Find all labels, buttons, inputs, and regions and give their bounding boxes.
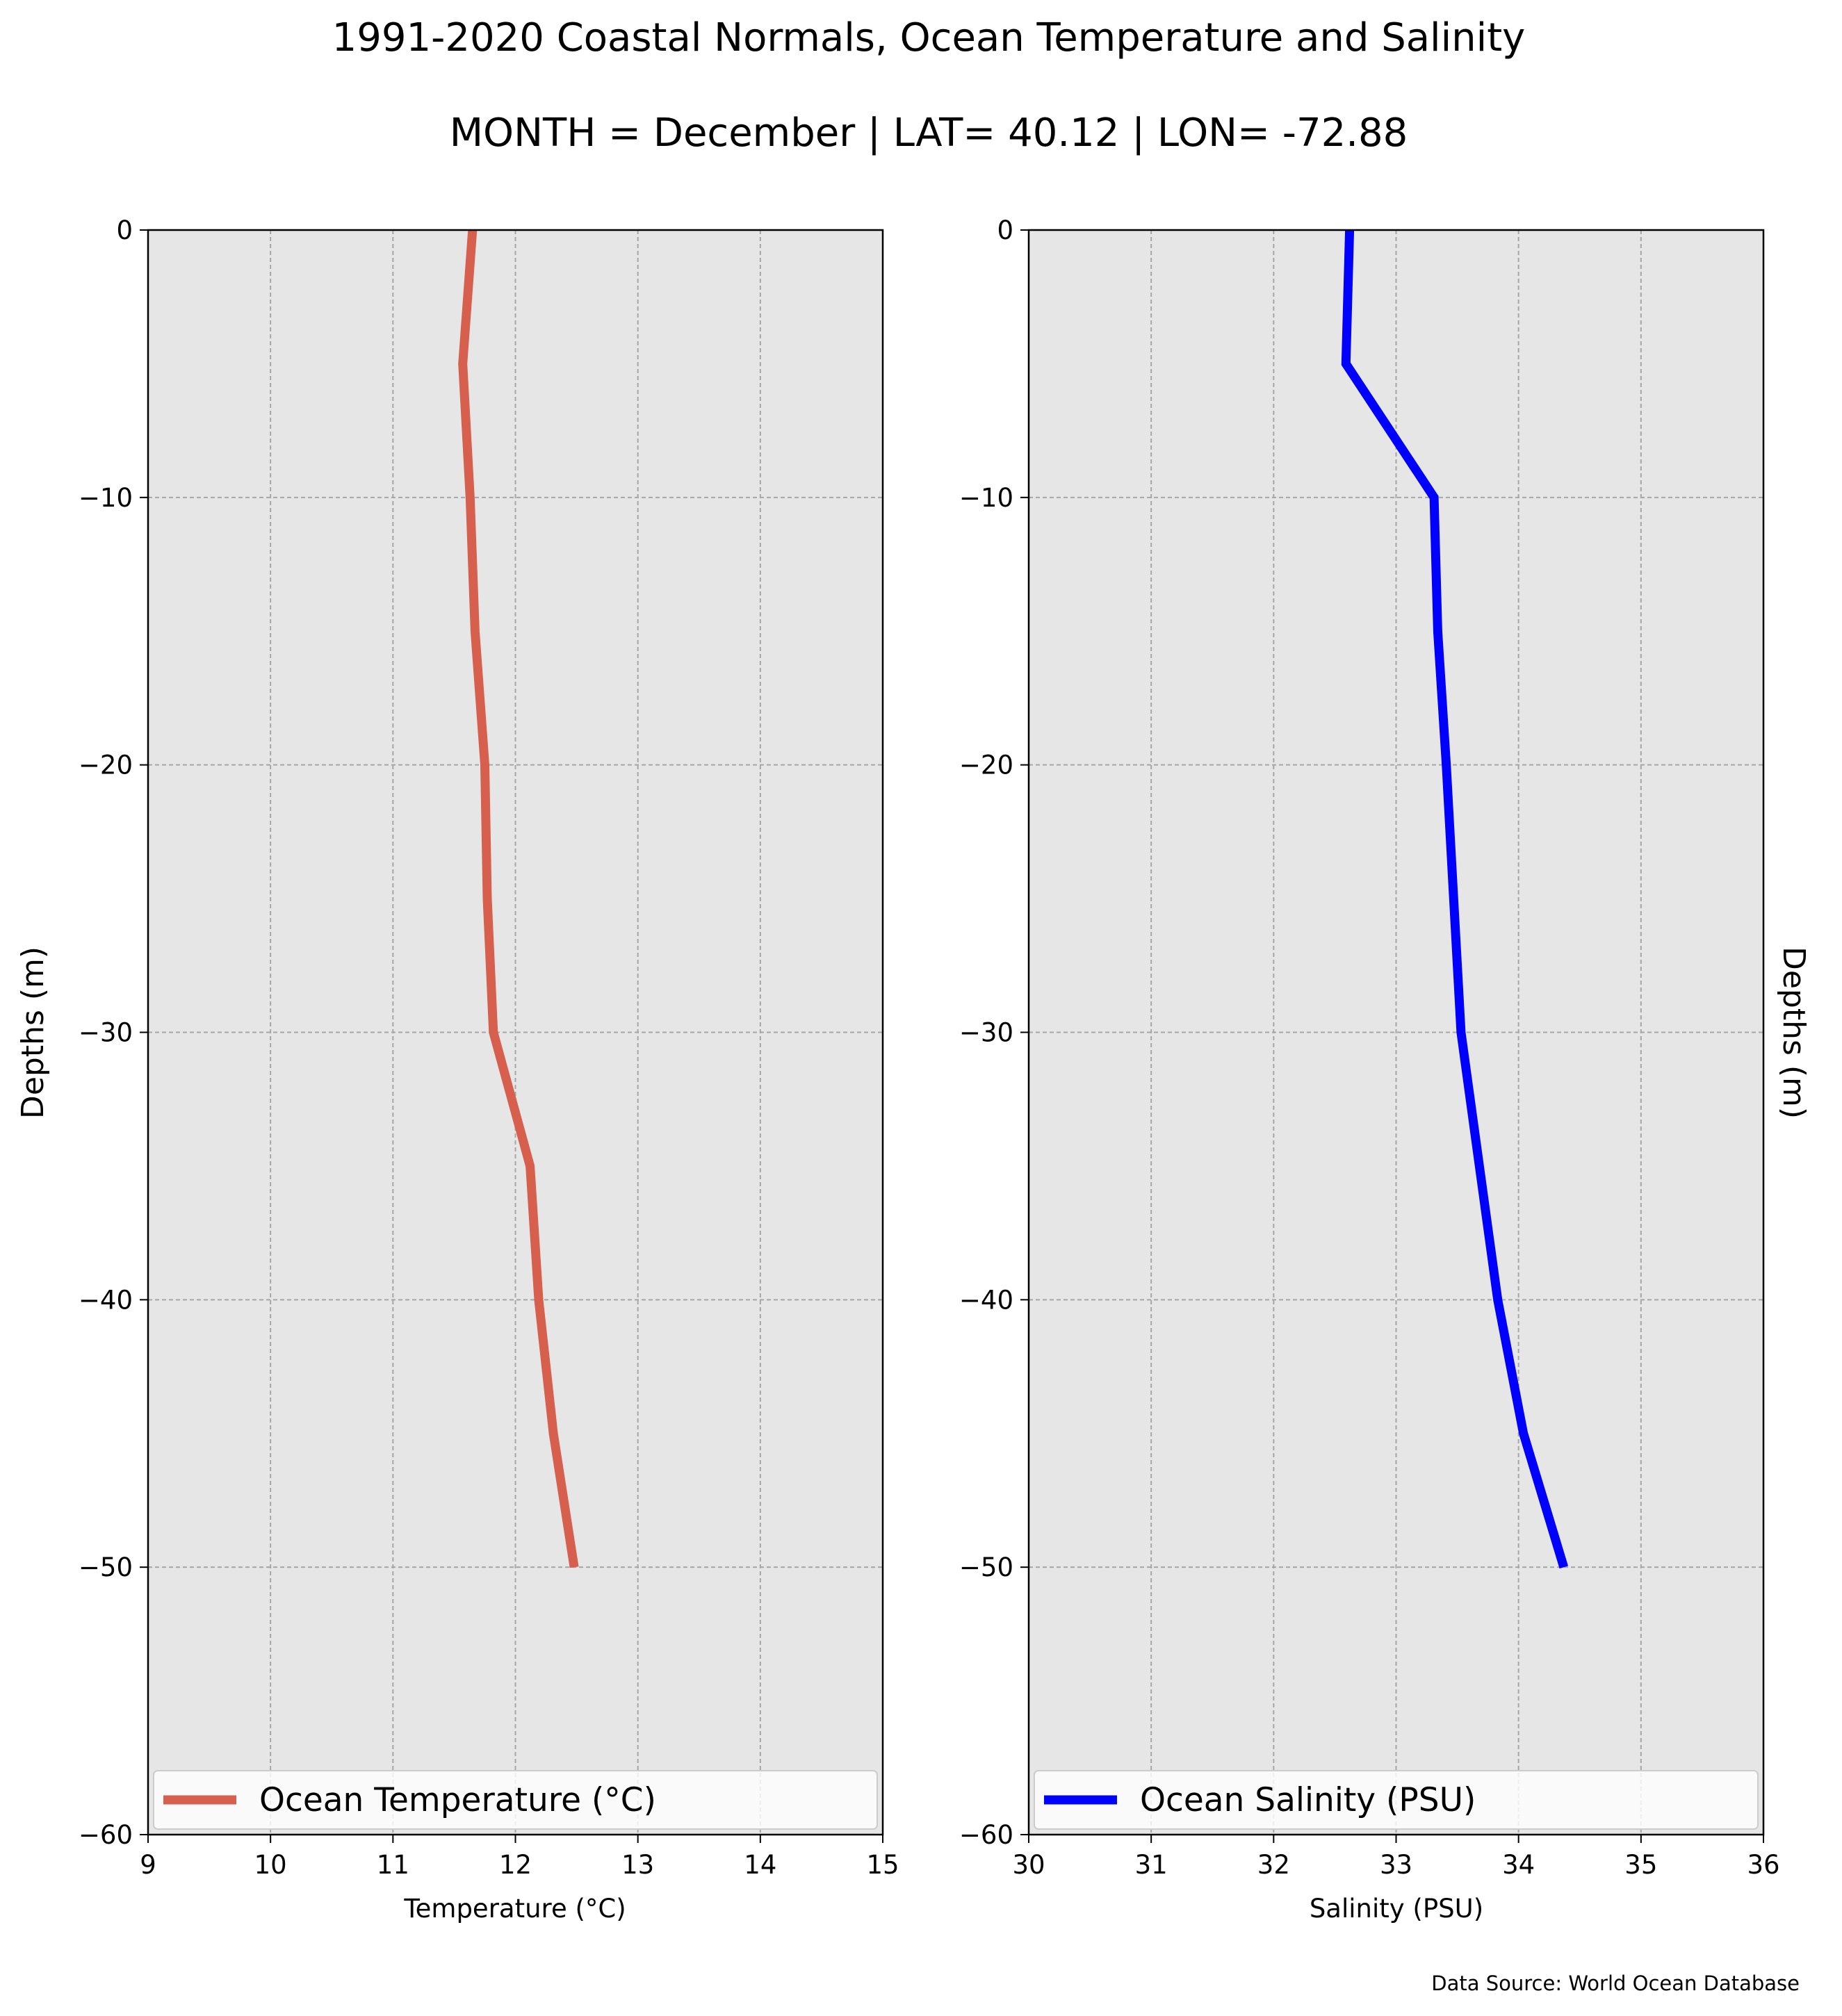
temperature-y-tick-label: −30: [79, 1018, 133, 1048]
salinity-y-tick-label: 0: [997, 215, 1013, 245]
salinity-legend: Ocean Salinity (PSU): [1034, 1770, 1759, 1830]
salinity-y-tick-label: −40: [959, 1285, 1013, 1315]
temperature-y-tick-label: −50: [79, 1552, 133, 1582]
right-y-axis-label: Depths (m): [1776, 946, 1811, 1119]
temperature-y-tick-label: −10: [79, 483, 133, 513]
temperature-x-tick-label: 15: [866, 1850, 899, 1880]
temperature-y-tick-label: −20: [79, 751, 133, 780]
salinity-y-tick-label: −20: [959, 751, 1013, 780]
temperature-legend: Ocean Temperature (°C): [153, 1770, 878, 1830]
salinity-series-line: [1341, 229, 1569, 1569]
salinity-y-tick-label: −60: [959, 1820, 1013, 1850]
salinity-x-tick-label: 34: [1502, 1850, 1535, 1880]
salinity-x-tick-label: 31: [1135, 1850, 1168, 1880]
temperature-y-tick-label: 0: [116, 215, 133, 245]
temperature-y-tick-label: −40: [79, 1285, 133, 1315]
temperature-x-tick-label: 14: [744, 1850, 776, 1880]
salinity-y-tick-label: −10: [959, 483, 1013, 513]
temperature-x-tick-label: 10: [254, 1850, 287, 1880]
data-source-note: Data Source: World Ocean Database: [1431, 1972, 1800, 1995]
salinity-panel: 30 31 32 33 34 35 36 0 −10 −20 −30 −40 −50 −60 Ocean S…: [959, 215, 1780, 1880]
temperature-x-tick-label: 13: [621, 1850, 654, 1880]
temperature-x-tick-label: 9: [140, 1850, 156, 1880]
chart-title: 1991-2020 Coastal Normals, Ocean Tempera…: [332, 15, 1526, 60]
temperature-legend-box: [153, 1770, 878, 1830]
salinity-x-axis-label: Salinity (PSU): [1310, 1894, 1483, 1924]
salinity-legend-box: [1034, 1770, 1759, 1830]
salinity-x-tick-label: 30: [1012, 1850, 1045, 1880]
temperature-legend-label: Ocean Temperature (°C): [259, 1781, 656, 1819]
temperature-series-line: [458, 229, 579, 1568]
temperature-y-tick-label: −60: [79, 1820, 133, 1850]
salinity-x-tick-label: 32: [1257, 1850, 1290, 1880]
left-y-axis-label: Depths (m): [15, 946, 51, 1119]
salinity-axes-frame: [1027, 229, 1765, 1836]
temperature-x-tick-label: 12: [499, 1850, 532, 1880]
temperature-x-axis-label: Temperature (°C): [403, 1894, 626, 1924]
temperature-axes-frame: [147, 229, 884, 1836]
salinity-y-tick-label: −30: [959, 1018, 1013, 1048]
salinity-x-tick-label: 36: [1747, 1850, 1779, 1880]
salinity-x-tick-label: 35: [1624, 1850, 1657, 1880]
temperature-panel: 9 10 11 12 13 14 15 0 −10 −20 −30 −40 −50 −60 Ocean Te…: [79, 215, 899, 1880]
temperature-x-tick-label: 11: [377, 1850, 409, 1880]
salinity-x-tick-label: 33: [1380, 1850, 1412, 1880]
salinity-y-tick-label: −50: [959, 1552, 1013, 1582]
salinity-legend-label: Ocean Salinity (PSU): [1140, 1781, 1476, 1819]
chart-subtitle: MONTH = December | LAT= 40.12 | LON= -72…: [450, 110, 1408, 156]
